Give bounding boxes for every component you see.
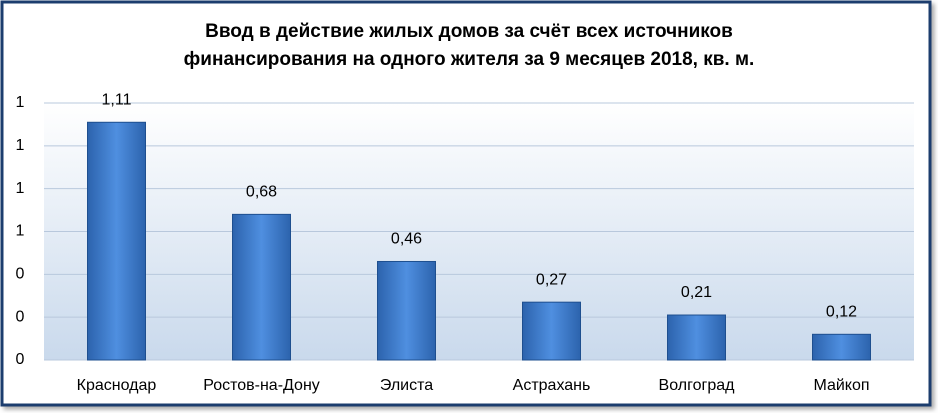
x-tick-label: Элиста — [380, 377, 433, 394]
chart-title: финансирования на одного жителя за 9 мес… — [184, 49, 755, 70]
value-label: 0,21 — [681, 284, 712, 301]
bar — [812, 333, 871, 361]
x-tick-label: Астрахань — [513, 377, 591, 394]
bar — [87, 121, 146, 361]
y-tick-label: 0 — [16, 308, 25, 325]
bar — [232, 213, 291, 361]
y-tick-label: 1 — [16, 137, 25, 154]
x-tick-label: Ростов-на-Дону — [203, 377, 320, 394]
value-label: 0,68 — [246, 184, 277, 201]
value-label: 0,27 — [536, 271, 567, 288]
y-tick-label: 1 — [16, 180, 25, 197]
y-tick-label: 0 — [16, 351, 25, 368]
value-label: 0,46 — [391, 231, 422, 248]
y-tick-label: 1 — [16, 223, 25, 240]
x-tick-label: Волгоград — [659, 377, 736, 394]
chart-title: Ввод в действие жилых домов за счёт всех… — [205, 21, 733, 42]
y-tick-label: 1 — [16, 94, 25, 111]
bar — [522, 301, 581, 361]
x-tick-label: Майкоп — [813, 377, 869, 394]
x-tick-label: Краснодар — [77, 377, 157, 394]
value-label: 0,12 — [826, 304, 857, 321]
bar — [667, 314, 726, 361]
bar — [377, 260, 436, 361]
y-tick-label: 0 — [16, 266, 25, 283]
value-label: 1,11 — [102, 91, 132, 108]
